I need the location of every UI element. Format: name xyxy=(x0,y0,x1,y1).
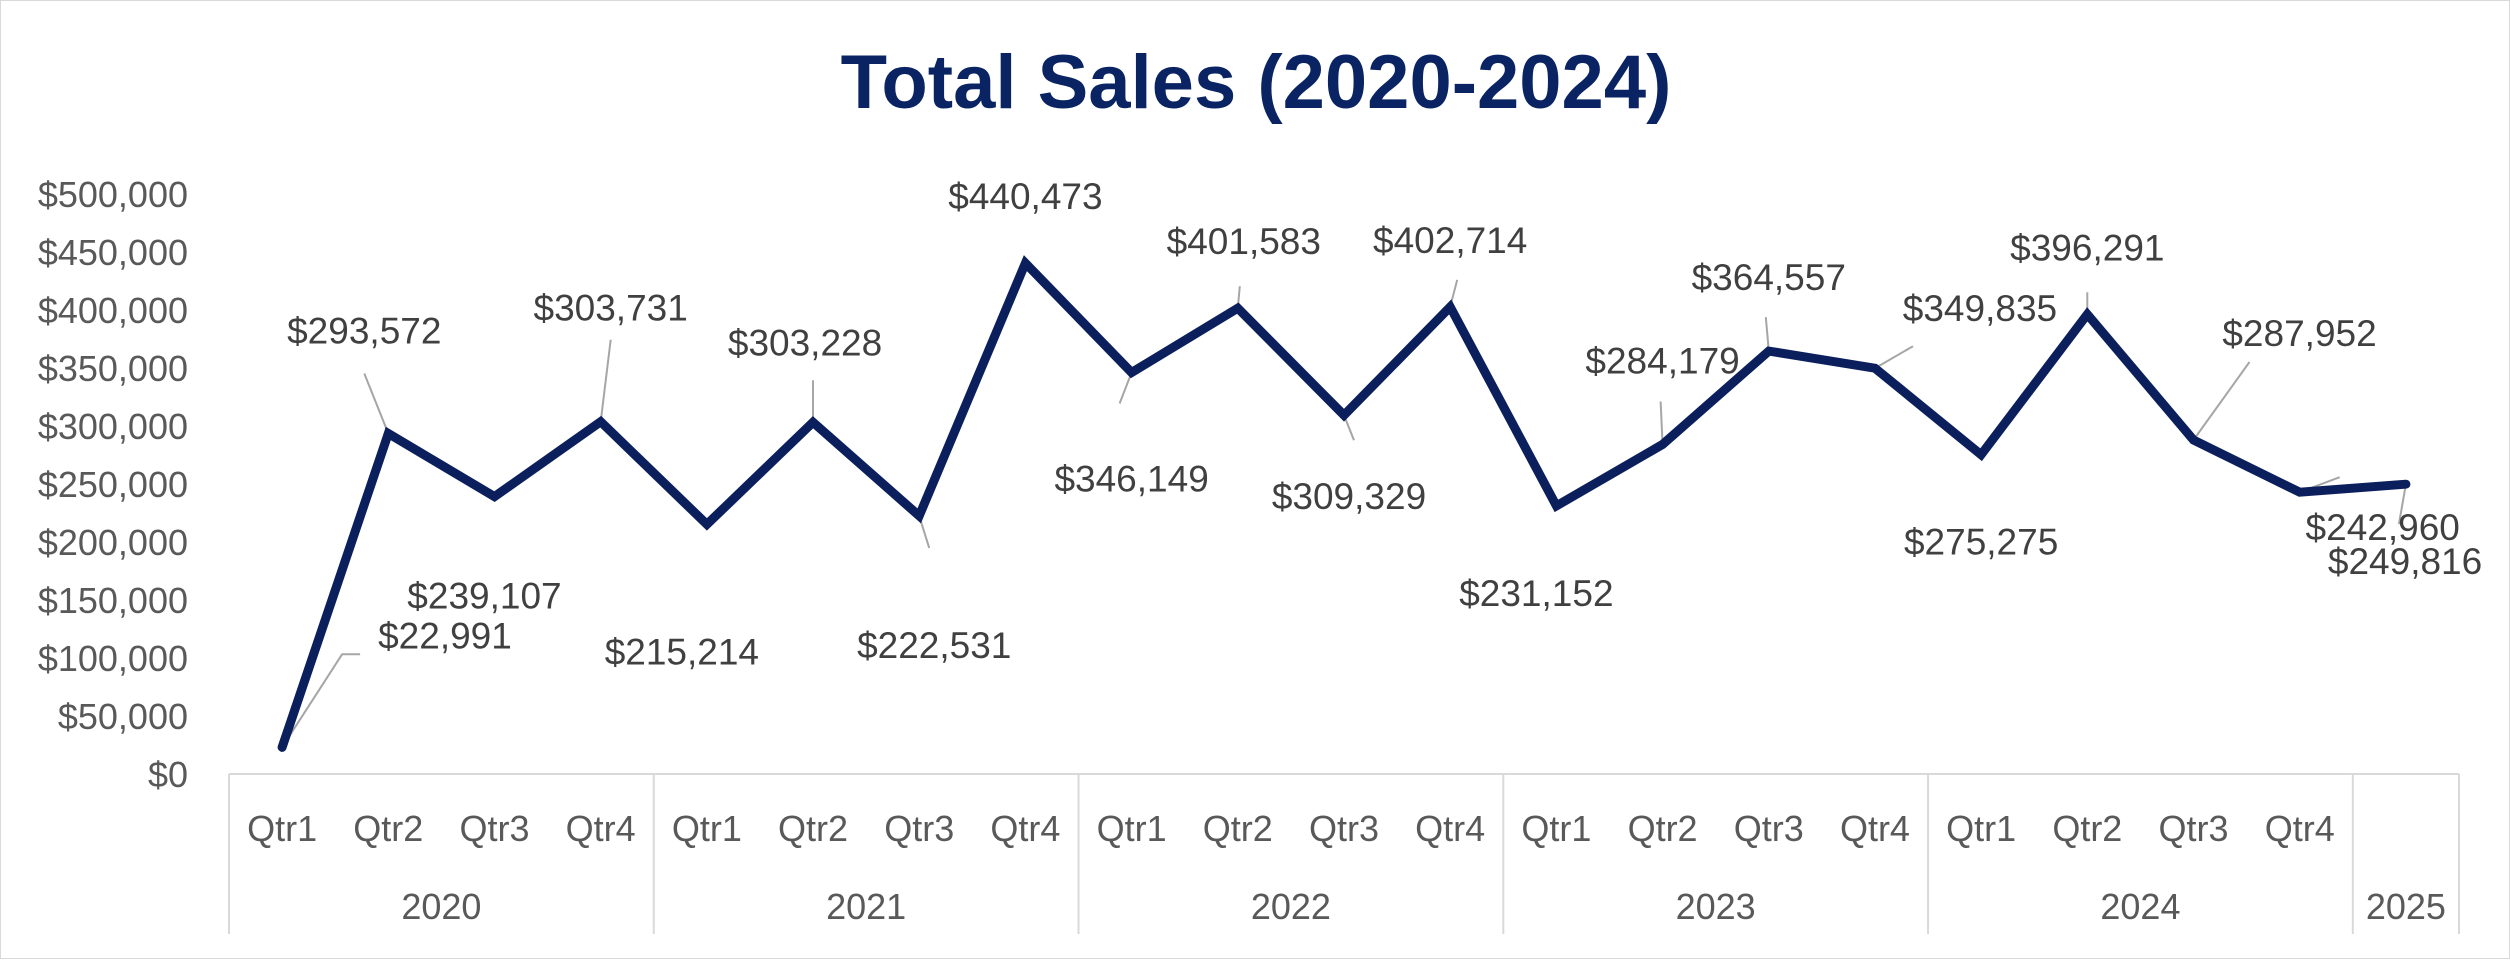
data-label: $287,952 xyxy=(2222,313,2376,354)
x-tick-label: Qtr3 xyxy=(459,808,529,849)
data-label: $22,991 xyxy=(378,615,512,656)
x-group-label: 2025 xyxy=(2366,886,2446,927)
series-line xyxy=(277,255,2411,752)
x-tick-label: Qtr3 xyxy=(1734,808,1804,849)
leader-line xyxy=(2397,484,2407,525)
data-label: $293,572 xyxy=(287,310,441,351)
leader-line xyxy=(1659,401,1664,445)
data-labels: $22,991 $293,572 $239,107 $303,731 $215,214 $… xyxy=(287,176,2482,672)
x-axis: Qtr1 Qtr2 Qtr3 Qtr4 Qtr1 Qtr2 Qtr3 Qtr4 Qtr1 Qtr2… xyxy=(228,773,2460,934)
y-tick-label: $300,000 xyxy=(38,406,188,447)
y-tick-label: $450,000 xyxy=(38,232,188,273)
x-tick-label: Qtr1 xyxy=(1097,808,1167,849)
data-label: $309,329 xyxy=(1272,476,1426,517)
data-label: $303,228 xyxy=(728,322,882,363)
leader-line xyxy=(1118,372,1133,404)
leader-line xyxy=(599,339,612,422)
x-tick-label: Qtr4 xyxy=(1840,808,1910,849)
y-tick-label: $250,000 xyxy=(38,464,188,505)
data-label: $364,557 xyxy=(1692,257,1846,298)
data-label: $222,531 xyxy=(857,625,1011,666)
data-label: $249,816 xyxy=(2328,541,2482,582)
data-label: $402,714 xyxy=(1373,220,1527,261)
leader-lines xyxy=(281,279,2407,748)
x-tick-label: Qtr3 xyxy=(2159,808,2229,849)
y-tick-label: $50,000 xyxy=(58,696,188,737)
data-label: $303,731 xyxy=(534,288,688,329)
x-tick-label: Qtr3 xyxy=(884,808,954,849)
leader-line xyxy=(1874,345,1914,370)
x-tick-label: Qtr1 xyxy=(672,808,742,849)
y-tick-label: $500,000 xyxy=(38,174,188,215)
leader-line xyxy=(363,373,390,434)
data-label: $242,960 xyxy=(2306,507,2460,548)
data-label: $275,275 xyxy=(1904,522,2058,563)
y-tick-label: $150,000 xyxy=(38,580,188,621)
x-tick-label: Qtr4 xyxy=(1415,808,1485,849)
x-group-label: 2021 xyxy=(826,886,906,927)
x-tick-label: Qtr2 xyxy=(1203,808,1273,849)
leader-line xyxy=(2192,361,2251,441)
data-label: $284,179 xyxy=(1585,340,1739,381)
data-label: $231,152 xyxy=(1459,573,1613,614)
data-label: $401,583 xyxy=(1167,221,1321,262)
chart-title: Total Sales (2020-2024) xyxy=(840,40,1672,125)
x-tick-label: Qtr1 xyxy=(1946,808,2016,849)
y-axis: $0 $50,000 $100,000 $150,000 $200,000 $250,00… xyxy=(38,174,188,795)
x-group-label: 2023 xyxy=(1676,886,1756,927)
data-label: $215,214 xyxy=(605,631,759,672)
data-label: $440,473 xyxy=(948,176,1102,217)
data-label: $346,149 xyxy=(1054,458,1208,499)
x-tick-label: Qtr4 xyxy=(990,808,1060,849)
leader-line xyxy=(1764,317,1770,352)
x-group-label: 2022 xyxy=(1251,886,1331,927)
x-tick-label: Qtr3 xyxy=(1309,808,1379,849)
data-label: $239,107 xyxy=(407,576,561,617)
x-group-label: 2024 xyxy=(2100,886,2180,927)
data-label: $349,835 xyxy=(1903,288,2057,329)
y-tick-label: $100,000 xyxy=(38,638,188,679)
x-group-label: 2020 xyxy=(401,886,481,927)
x-tick-label: Qtr4 xyxy=(566,808,636,849)
leader-line xyxy=(281,653,361,748)
x-tick-label: Qtr2 xyxy=(353,808,423,849)
x-tick-label: Qtr1 xyxy=(247,808,317,849)
series-group xyxy=(277,255,2411,752)
x-tick-label: Qtr4 xyxy=(2265,808,2335,849)
y-tick-label: $0 xyxy=(148,754,188,795)
x-tick-label: Qtr1 xyxy=(1521,808,1591,849)
y-tick-label: $400,000 xyxy=(38,290,188,331)
x-tick-label: Qtr2 xyxy=(1628,808,1698,849)
x-tick-label: Qtr2 xyxy=(778,808,848,849)
y-tick-label: $350,000 xyxy=(38,348,188,389)
x-tick-label: Qtr2 xyxy=(2052,808,2122,849)
data-label: $396,291 xyxy=(2010,227,2164,268)
y-tick-label: $200,000 xyxy=(38,522,188,563)
